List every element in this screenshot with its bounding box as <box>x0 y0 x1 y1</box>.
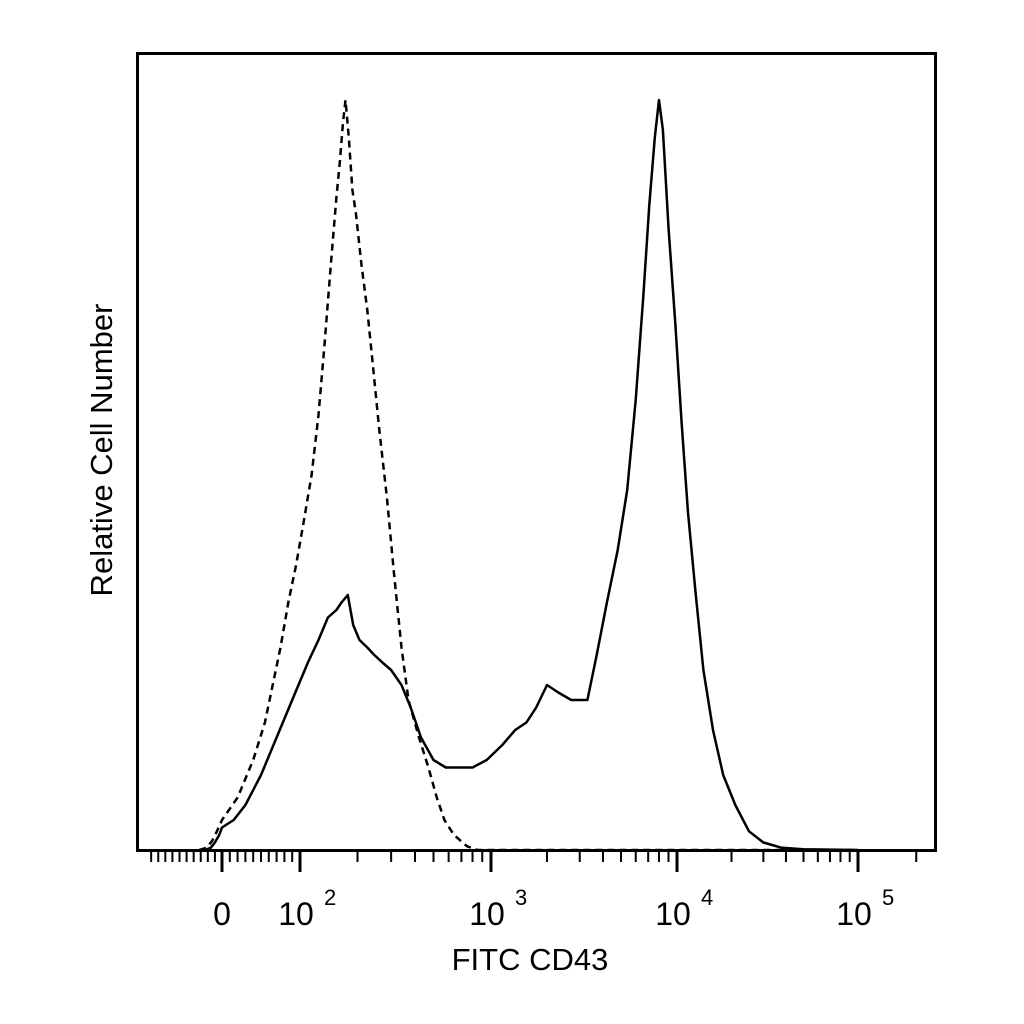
x-tick-label: 0 <box>213 896 231 932</box>
x-axis-tick-labels: 0 10 2 10 3 10 4 10 5 <box>213 885 894 932</box>
x-axis-ticks <box>150 850 918 872</box>
x-tick-label: 10 <box>469 896 505 932</box>
solid-histogram-line <box>204 98 859 852</box>
x-tick-label-exponent: 4 <box>701 885 713 910</box>
x-tick-label-exponent: 5 <box>882 885 894 910</box>
x-axis-label: FITC CD43 <box>452 942 609 977</box>
dashed-histogram-line <box>198 98 858 852</box>
series-layer <box>198 98 859 852</box>
x-tick-label: 10 <box>655 896 691 932</box>
plot-frame <box>136 52 937 852</box>
y-axis-label: Relative Cell Number <box>84 304 119 597</box>
x-tick-label-exponent: 2 <box>324 885 336 910</box>
x-tick-label-exponent: 3 <box>515 885 527 910</box>
x-tick-label: 10 <box>836 896 872 932</box>
x-tick-label: 10 <box>278 896 314 932</box>
